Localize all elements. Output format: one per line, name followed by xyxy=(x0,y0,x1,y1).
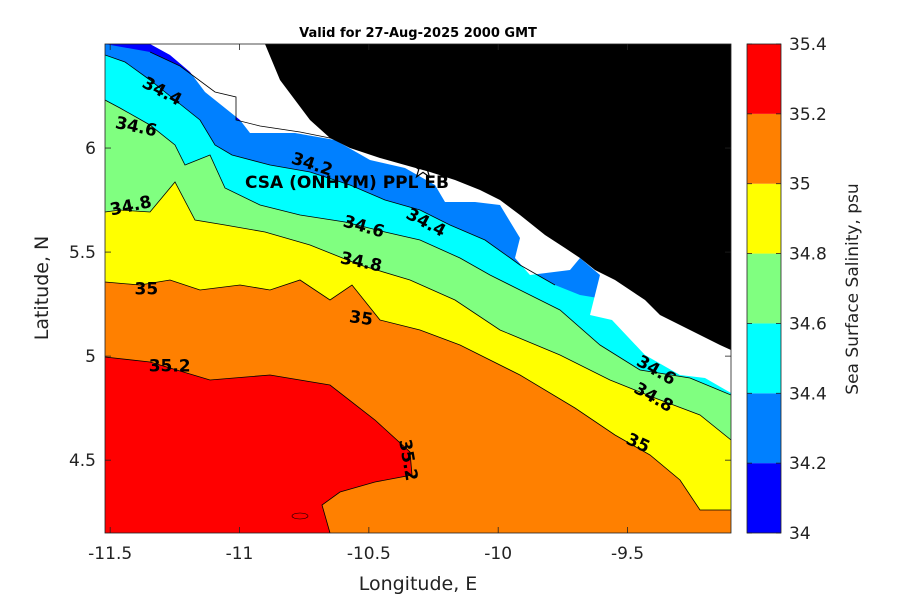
contour-line-34-8 xyxy=(105,181,731,441)
x-tick-label: -10 xyxy=(484,544,512,564)
colorbar-frame xyxy=(746,43,782,534)
colorbar-segment xyxy=(747,44,781,114)
contour-line-35 xyxy=(105,279,731,511)
site-label: CSA (ONHYM) PPL EB xyxy=(245,173,449,193)
x-tick-label: -11 xyxy=(226,544,254,564)
x-axis-ticks: -11.5 -11 -10.5 -10 -9.5 xyxy=(88,44,644,564)
contour-label: 35 xyxy=(135,280,159,300)
contour-label: 35.2 xyxy=(149,357,191,377)
site-star-icon xyxy=(410,155,436,179)
colorbar-tick-label: 35 xyxy=(789,175,811,195)
small-red-patch xyxy=(291,512,309,520)
x-tick-label: -11.5 xyxy=(88,544,132,564)
chart-title: Valid for 27-Aug-2025 2000 GMT xyxy=(299,26,537,41)
colorbar: 34 34.2 34.4 34.6 34.8 35 35.2 35.4 xyxy=(746,35,827,544)
land-mask xyxy=(265,44,731,350)
colorbar-tick-label: 34.6 xyxy=(789,314,827,334)
contour-line-34-6 xyxy=(105,99,731,396)
y-tick-label: 5 xyxy=(85,347,96,367)
plot-area xyxy=(105,44,731,533)
colorbar-segment xyxy=(747,113,781,184)
y-tick-label: 4.5 xyxy=(69,451,96,471)
plot-frame xyxy=(104,43,732,534)
colorbar-segment xyxy=(747,323,781,394)
colorbar-segment xyxy=(747,393,781,464)
colorbar-tick-label: 34.4 xyxy=(789,384,827,404)
contour-line-34-4 xyxy=(105,54,556,286)
colorbar-tick-label: 35.2 xyxy=(789,105,827,125)
contour-lines xyxy=(105,51,731,533)
colorbar-segment xyxy=(747,253,781,324)
y-tick-label: 5.5 xyxy=(69,243,96,263)
x-tick-label: -10.5 xyxy=(347,544,391,564)
x-tick-label: -9.5 xyxy=(611,544,644,564)
y-axis-ticks: 4.5 5 5.5 6 xyxy=(69,139,731,471)
y-axis-label: Latitude, N xyxy=(31,236,53,341)
colorbar-tick-label: 34 xyxy=(789,524,811,544)
colorbar-tick-label: 34.2 xyxy=(789,454,827,474)
colorbar-tick-label: 35.4 xyxy=(789,35,827,55)
colorbar-label: Sea Surface Salinity, psu xyxy=(843,183,863,394)
contour-line-35-2 xyxy=(105,356,413,533)
x-axis-label: Longitude, E xyxy=(359,573,478,595)
colorbar-segment xyxy=(747,183,781,254)
contour-line-34-2 xyxy=(149,51,421,161)
colorbar-tick-label: 34.8 xyxy=(789,245,827,265)
y-tick-label: 6 xyxy=(85,139,96,159)
contour-label: 35 xyxy=(348,307,374,330)
colorbar-segment xyxy=(747,463,781,533)
